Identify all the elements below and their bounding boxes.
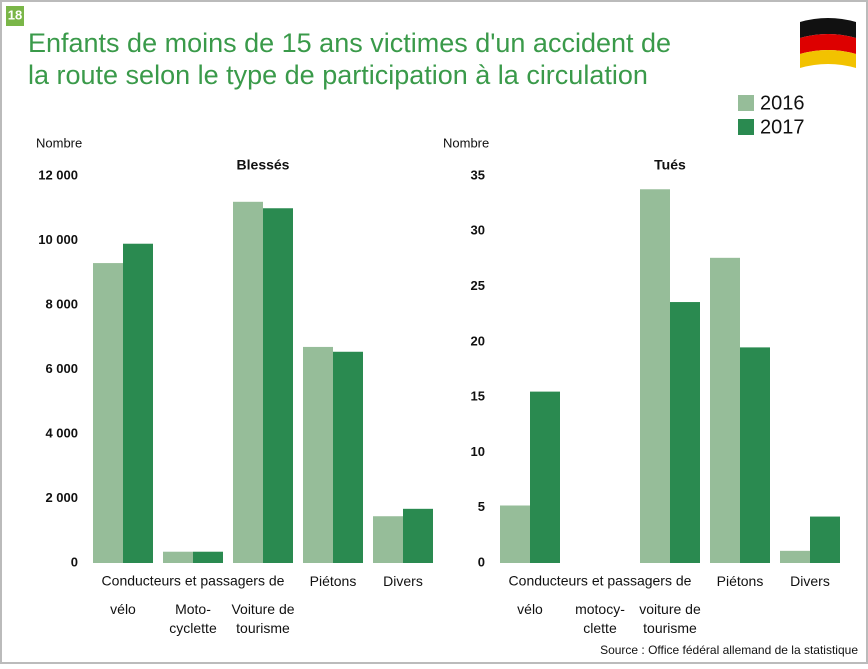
x-tick-label: Divers xyxy=(383,573,423,589)
x-tick-label: vélo xyxy=(110,601,136,617)
bar xyxy=(303,346,333,563)
bar xyxy=(123,243,153,563)
bar xyxy=(670,302,700,563)
bar xyxy=(193,551,223,563)
badge-box xyxy=(6,6,24,26)
bar xyxy=(740,347,770,563)
y-tick-label: 5 xyxy=(478,499,485,514)
title-line: Enfants de moins de 15 ans victimes d'un… xyxy=(28,28,671,58)
bar xyxy=(530,391,560,563)
group-label: Conducteurs et passagers de xyxy=(102,573,285,589)
group-label: Conducteurs et passagers de xyxy=(509,573,692,589)
bar xyxy=(373,516,403,563)
x-tick-label: Piétons xyxy=(310,573,357,589)
title-line: la route selon le type de participation … xyxy=(28,60,648,90)
y-tick-label: 15 xyxy=(471,389,485,404)
y-tick-label: 20 xyxy=(471,333,485,348)
badge: 18 xyxy=(8,7,22,22)
y-tick-label: 10 xyxy=(471,444,485,459)
legend-swatch xyxy=(738,119,754,135)
bar xyxy=(403,508,433,563)
bar xyxy=(500,505,530,563)
y-tick-label: 0 xyxy=(71,554,78,569)
y-tick-label: 12 000 xyxy=(38,167,78,182)
y-tick-label: 2 000 xyxy=(45,490,78,505)
flag xyxy=(800,18,856,68)
y-tick-label: 0 xyxy=(478,554,485,569)
y-axis-label: Nombre xyxy=(36,135,82,150)
x-tick-label: vélo xyxy=(517,601,543,617)
y-tick-label: 30 xyxy=(471,223,485,238)
y-tick-label: 8 000 xyxy=(45,296,78,311)
bar xyxy=(93,263,123,563)
bar xyxy=(640,189,670,564)
legend-label: 2016 xyxy=(760,92,805,114)
y-axis-label: Nombre xyxy=(443,135,489,150)
source: Source : Office fédéral allemand de la s… xyxy=(600,643,858,657)
x-tick-label: Voiture de tourisme xyxy=(231,601,294,636)
chart-title: Blessés xyxy=(237,157,290,173)
x-tick-label: voiture de tourisme xyxy=(639,601,701,636)
x-tick-label: Piétons xyxy=(717,573,764,589)
legend-swatch xyxy=(738,95,754,111)
bar xyxy=(233,201,263,564)
bar xyxy=(163,551,193,563)
bar xyxy=(263,208,293,563)
bar xyxy=(780,550,810,563)
x-tick-label: motocy-clette xyxy=(575,601,625,636)
bar xyxy=(810,516,840,563)
y-tick-label: 10 000 xyxy=(38,232,78,247)
legend-label: 2017 xyxy=(760,116,805,138)
chart-title: Tués xyxy=(654,157,686,173)
bar xyxy=(710,257,740,563)
y-tick-label: 25 xyxy=(471,278,485,293)
x-tick-label: Divers xyxy=(790,573,830,589)
x-tick-label: Moto-cyclette xyxy=(169,601,217,636)
y-tick-label: 35 xyxy=(471,167,485,182)
y-tick-label: 4 000 xyxy=(45,425,78,440)
y-tick-label: 6 000 xyxy=(45,361,78,376)
bar xyxy=(333,351,363,563)
